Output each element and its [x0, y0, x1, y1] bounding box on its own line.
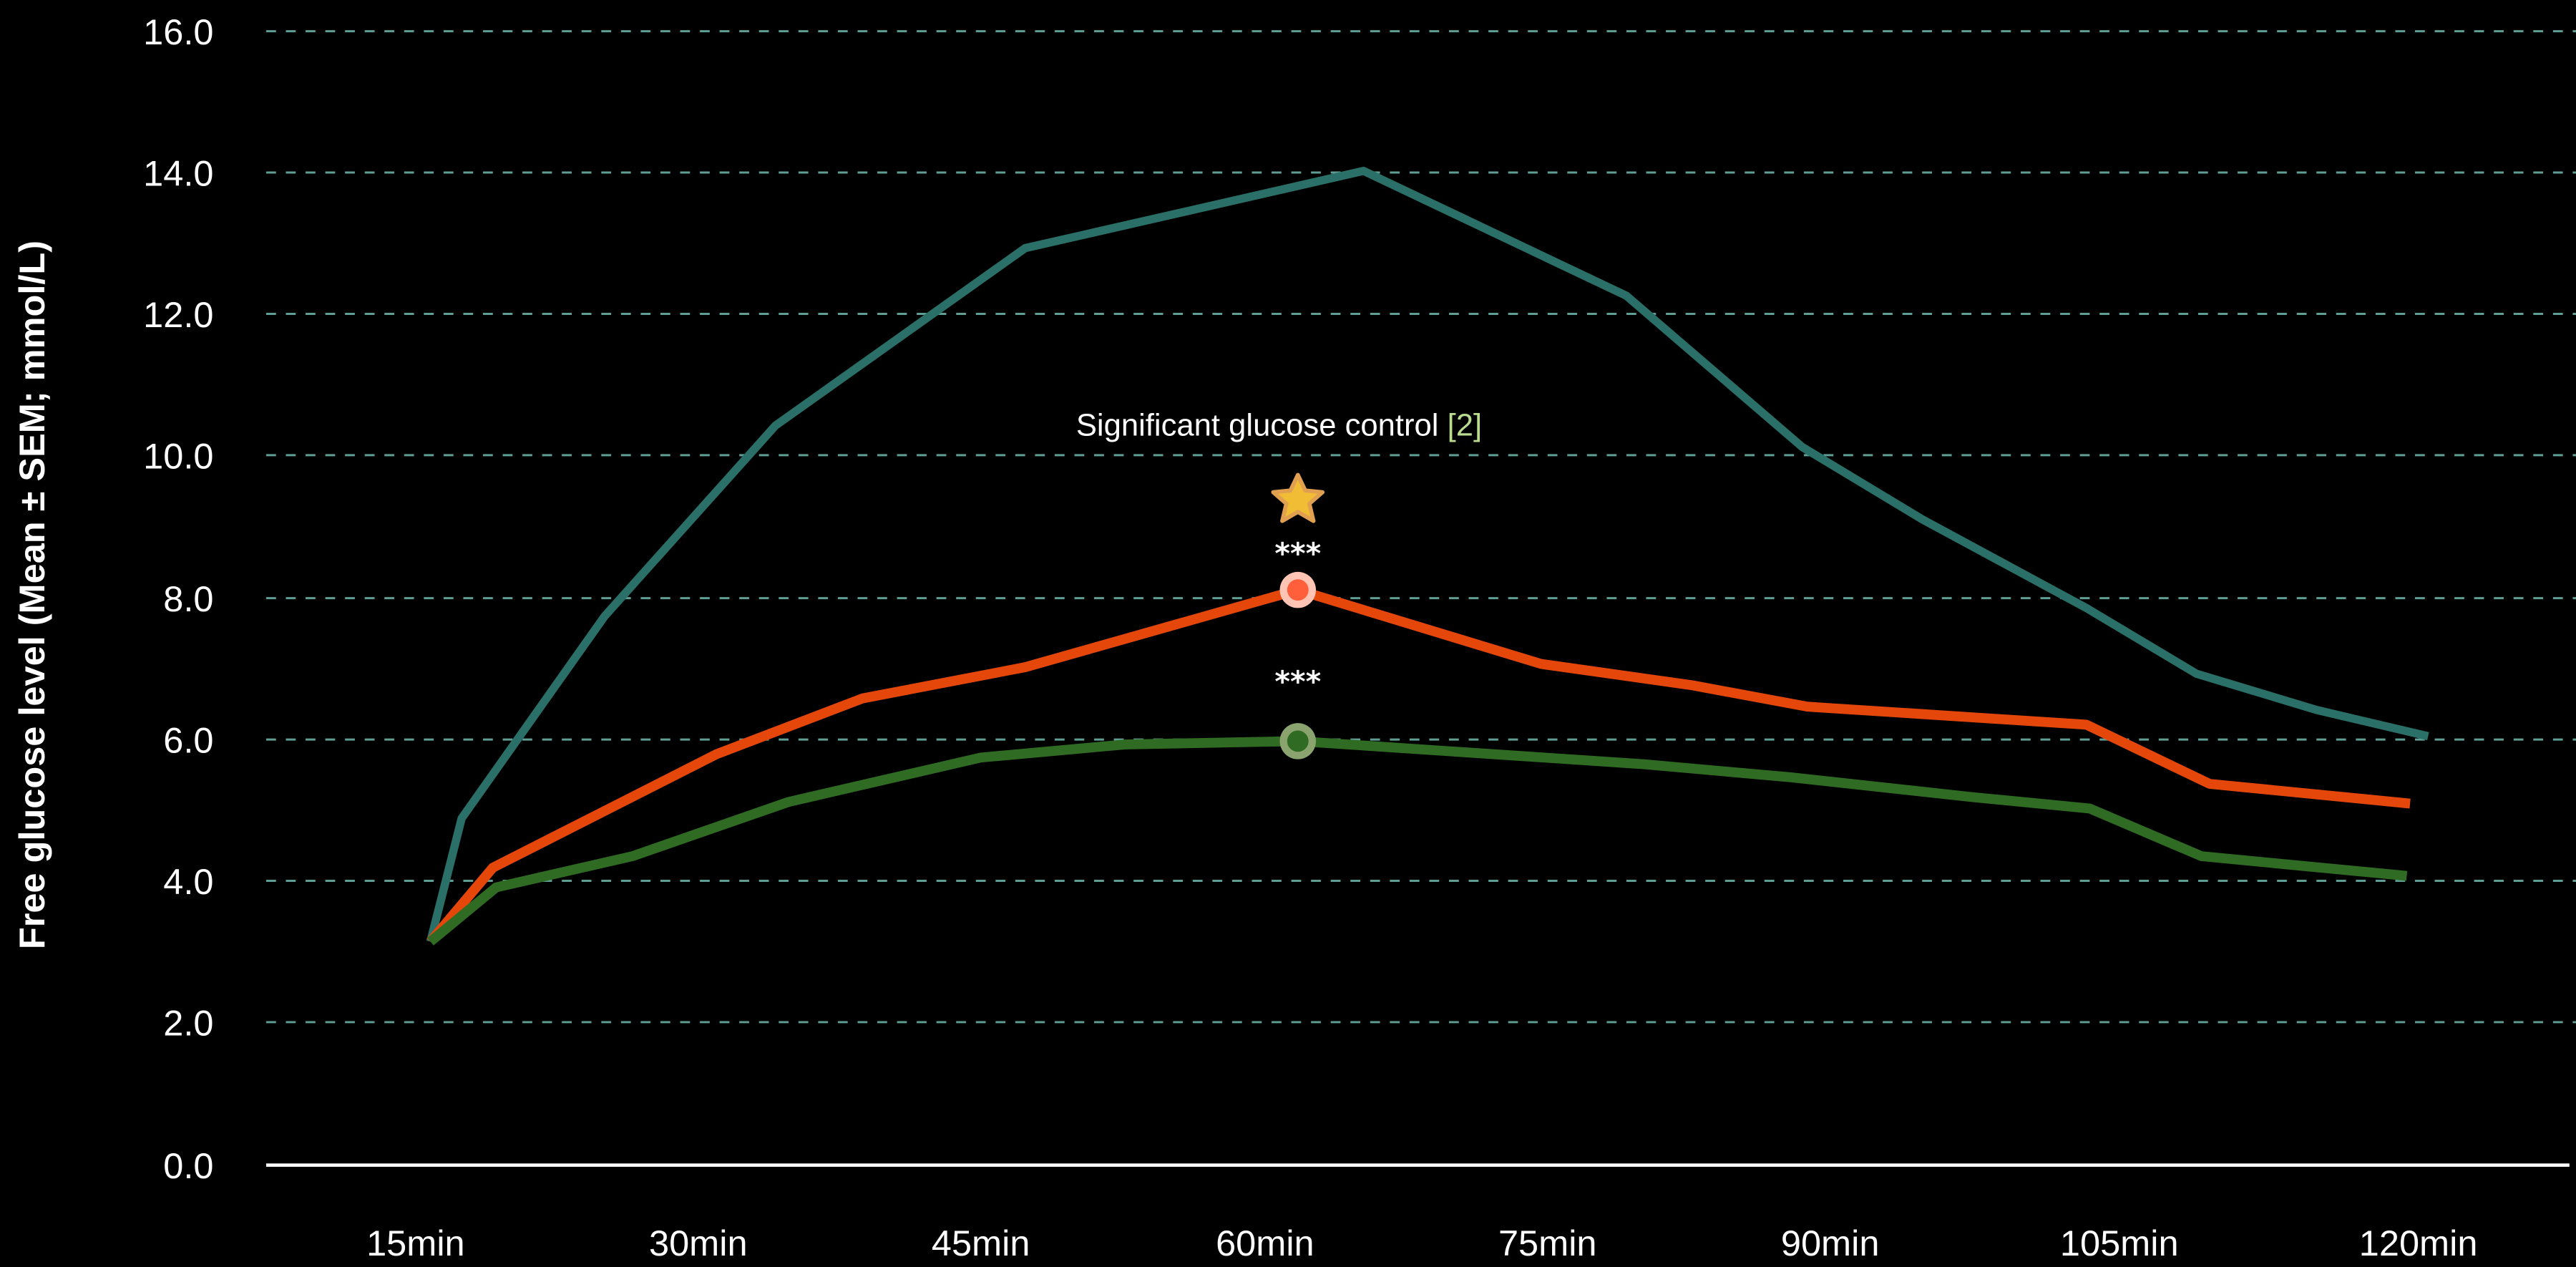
orange-highlight-marker [1279, 571, 1317, 608]
x-tick: 90min [1781, 1223, 1880, 1263]
x-axis-ticks: 15min 30min 45min 60min 75min 90min 105m… [366, 1223, 2477, 1263]
x-tick: 105min [2060, 1223, 2179, 1263]
annotation-reference: [2] [1448, 408, 1483, 442]
y-tick: 0.0 [163, 1145, 213, 1186]
y-tick: 10.0 [143, 435, 213, 476]
x-tick: 60min [1216, 1223, 1314, 1263]
x-tick: 30min [649, 1223, 748, 1263]
star-icon [1271, 472, 1325, 523]
y-tick: 16.0 [143, 11, 213, 52]
significance-stars-upper: *** [1274, 536, 1321, 571]
y-tick: 12.0 [143, 294, 213, 335]
green-highlight-marker [1279, 723, 1317, 759]
series-teal-line [426, 167, 2429, 943]
y-tick: 6.0 [163, 719, 213, 760]
x-tick: 45min [932, 1223, 1030, 1263]
annotation-title: Significant glucose control [2] [1076, 408, 1482, 442]
annotation-text: Significant glucose control [1076, 408, 1439, 442]
y-tick: 2.0 [163, 1002, 213, 1043]
y-tick: 4.0 [163, 861, 213, 902]
y-tick: 8.0 [163, 578, 213, 619]
y-tick: 14.0 [143, 152, 213, 193]
significance-stars-lower: *** [1274, 664, 1321, 699]
y-axis-ticks: 16.0 14.0 12.0 10.0 8.0 6.0 4.0 2.0 0.0 [143, 11, 213, 1186]
x-tick: 15min [366, 1223, 465, 1263]
series-orange-line [426, 585, 2411, 945]
y-axis-title: Free glucose level (Mean ± SEM; mmol/L) [11, 241, 52, 949]
x-tick: 75min [1498, 1223, 1597, 1263]
x-tick: 120min [2359, 1223, 2478, 1263]
